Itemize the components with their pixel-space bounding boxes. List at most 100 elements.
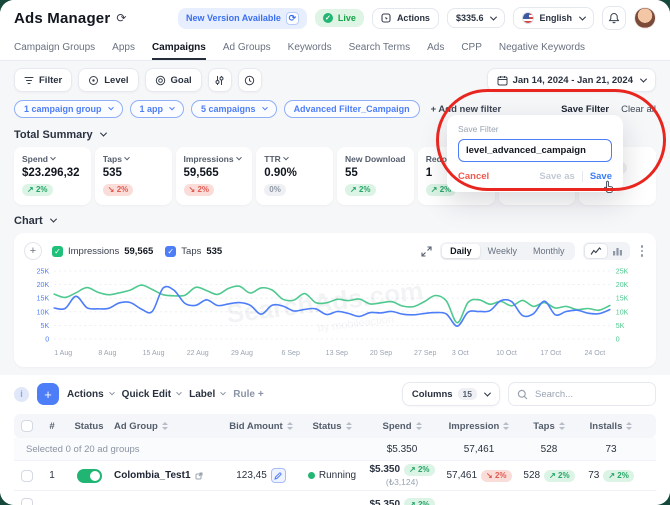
col-header-taps-8[interactable]: Taps <box>518 421 580 432</box>
chip-label: 5 campaigns <box>201 104 256 114</box>
cancel-button[interactable]: Cancel <box>458 171 490 182</box>
filter-chip-5-campaigns[interactable]: 5 campaigns <box>191 100 277 118</box>
checkbox-checked-icon[interactable]: ✓ <box>52 245 63 257</box>
add-metric-button[interactable]: + <box>24 242 42 260</box>
tab-campaigns[interactable]: Campaigns <box>151 36 206 60</box>
legend-item-taps[interactable]: ✓ Taps 535 <box>165 245 222 257</box>
expand-icon[interactable] <box>421 245 432 257</box>
select-all-checkbox[interactable] <box>21 420 33 432</box>
user-avatar[interactable] <box>634 7 656 29</box>
col-label: Installs <box>589 420 623 432</box>
external-link-icon[interactable] <box>195 472 203 480</box>
filter-chip-advanced-filter-campaign[interactable]: Advanced Filter_Campaign <box>283 100 420 118</box>
date-range-picker[interactable]: Jan 14, 2024 - Jan 21, 2024 <box>486 68 656 92</box>
add-button[interactable]: + <box>37 383 59 405</box>
columns-button[interactable]: Columns 15 <box>401 382 500 406</box>
filter-chip-1-campaign-group[interactable]: 1 campaign group <box>14 100 123 118</box>
label-dropdown[interactable]: Label <box>189 389 227 400</box>
level-button[interactable]: Level <box>78 68 139 92</box>
metric-selector[interactable]: Redow <box>426 154 487 164</box>
sort-icon[interactable] <box>345 422 352 430</box>
sort-icon[interactable] <box>161 422 168 430</box>
quick-edit-dropdown[interactable]: Quick Edit <box>122 389 182 400</box>
refresh-icon[interactable]: ⟳ <box>116 11 127 25</box>
chart-title[interactable]: Chart <box>14 214 656 227</box>
sort-icon[interactable] <box>503 422 510 430</box>
legend-item-impressions[interactable]: ✓ Impressions 59,565 <box>52 245 153 257</box>
col-header-bid-amount-4[interactable]: Bid Amount <box>222 421 300 432</box>
metric-selector[interactable]: Impressions <box>184 154 245 164</box>
sort-icon[interactable] <box>415 422 422 430</box>
summary-card-impressions: Impressions 59,565 2% <box>175 147 253 205</box>
svg-text:20 Sep: 20 Sep <box>370 350 392 357</box>
filter-chip-1-app[interactable]: 1 app <box>129 100 185 118</box>
tab-negative-keywords[interactable]: Negative Keywords <box>498 41 586 53</box>
notifications-button[interactable] <box>602 6 626 30</box>
metric-selector[interactable]: Taps <box>103 154 164 164</box>
add-new-filter-button[interactable]: + Add new filter <box>430 103 502 115</box>
metric-label: TTR <box>264 154 281 164</box>
rule-add-button[interactable]: Rule + <box>233 388 264 400</box>
actions-button[interactable]: Actions <box>371 7 439 29</box>
filter-name-input[interactable] <box>458 139 612 162</box>
chevron-down-icon <box>49 215 57 223</box>
view-weekly[interactable]: Weekly <box>487 246 517 256</box>
tab-ad-groups[interactable]: Ad Groups <box>222 41 271 53</box>
summary-taps: 528 <box>540 443 558 455</box>
chip-label: Advanced Filter_Campaign <box>293 104 410 114</box>
sort-icon[interactable] <box>286 422 293 430</box>
language-dropdown[interactable]: English <box>513 7 594 29</box>
line-chart-icon[interactable] <box>584 244 607 258</box>
save-button[interactable]: Save <box>590 171 614 193</box>
tab-cpp[interactable]: CPP <box>461 41 482 53</box>
total-summary-title[interactable]: Total Summary <box>14 128 656 141</box>
metric-selector[interactable]: TTR <box>264 154 325 164</box>
history-button[interactable] <box>237 68 262 92</box>
chevron-down-icon <box>99 129 107 137</box>
search-input[interactable] <box>533 387 647 401</box>
metric-selector[interactable]: New Downloads <box>345 154 406 164</box>
info-icon[interactable]: i <box>14 386 29 402</box>
chevron-down-icon <box>282 154 289 161</box>
col-header-installs-9[interactable]: Installs <box>580 421 642 432</box>
chart-more-menu[interactable] <box>638 245 647 257</box>
save-filter-link[interactable]: Save Filter <box>561 103 610 115</box>
ad-group-name[interactable]: Colombia_Test1 <box>114 470 191 481</box>
col-header-checkbox[interactable] <box>14 420 40 432</box>
bar-chart-icon[interactable] <box>607 244 628 258</box>
col-header-status-5[interactable]: Status <box>300 421 364 432</box>
filter-button[interactable]: Filter <box>14 68 73 92</box>
summary-spend: $5.350 <box>386 443 418 455</box>
tab-search-terms[interactable]: Search Terms <box>348 41 411 53</box>
metric-value: 1 <box>425 167 433 179</box>
tab-campaign-groups[interactable]: Campaign Groups <box>14 41 96 53</box>
tab-keywords[interactable]: Keywords <box>287 41 332 53</box>
chart-section: Chart + ✓ Impressions 59,565 ✓ Taps 535 Dai… <box>14 214 656 367</box>
sort-icon[interactable] <box>558 422 565 430</box>
col-header-spend-6[interactable]: Spend <box>364 421 440 432</box>
chart-controls: Daily Weekly Monthly <box>421 242 646 260</box>
line-chart[interactable]: 0 0 5K 5K 10K 10K 15K 15K 20K 20K 25K 25K 1 Aug 8 Aug… <box>24 265 646 361</box>
tab-apps[interactable]: Apps <box>112 41 135 53</box>
save-as-button[interactable]: Save as <box>539 171 575 182</box>
actions-dropdown[interactable]: Actions <box>67 389 115 400</box>
view-daily[interactable]: Daily <box>442 244 480 258</box>
settings-sliders-button[interactable] <box>207 68 232 92</box>
metric-selector[interactable]: Spend <box>22 154 83 164</box>
status-toggle[interactable] <box>76 468 102 483</box>
checkbox-checked-icon[interactable]: ✓ <box>165 245 177 257</box>
new-version-button[interactable]: New Version Available ⟳ <box>178 7 307 29</box>
row-checkbox[interactable] <box>21 498 33 505</box>
tab-ads[interactable]: Ads <box>427 41 445 53</box>
balance-dropdown[interactable]: $335.6 <box>446 8 506 28</box>
col-header-ad-group-3[interactable]: Ad Group <box>114 421 222 432</box>
row-status: Running <box>318 470 357 481</box>
goal-button[interactable]: Goal <box>144 68 202 92</box>
clear-all-link[interactable]: Clear all <box>621 103 656 115</box>
spend-change-badge: 2% <box>404 498 435 505</box>
edit-bid-icon[interactable] <box>270 468 286 483</box>
view-monthly[interactable]: Monthly <box>532 246 565 256</box>
row-checkbox[interactable] <box>21 469 33 482</box>
sort-icon[interactable] <box>626 422 633 430</box>
col-header-impression-7[interactable]: Impression <box>440 421 518 432</box>
